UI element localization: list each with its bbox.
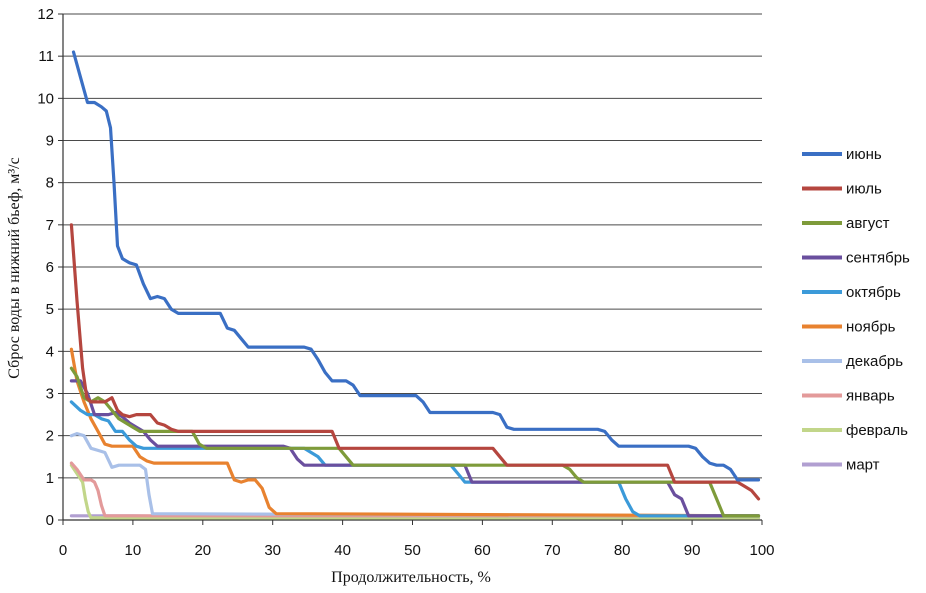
y-tick-label-4: 4 xyxy=(46,343,54,360)
x-tick-label-7: 70 xyxy=(544,542,561,559)
series-line-0 xyxy=(71,50,761,482)
x-tick-label-0: 0 xyxy=(59,542,67,559)
y-tick-label-0: 0 xyxy=(46,512,54,529)
legend-label-6: декабрь xyxy=(846,353,903,370)
series-line-8 xyxy=(69,463,761,520)
legend-label-9: март xyxy=(846,457,880,474)
legend-label-0: июнь xyxy=(846,146,882,163)
legend-label-1: июль xyxy=(846,181,882,198)
x-tick-label-5: 50 xyxy=(404,542,421,559)
gridlines xyxy=(63,13,762,479)
legend-label-5: ноябрь xyxy=(846,319,896,336)
legend: июнь июль август сентябрь октябрь ноябрь декаб… xyxy=(802,146,910,474)
y-tick-label-12: 12 xyxy=(37,6,54,23)
series-line-5 xyxy=(69,347,761,518)
y-tick-label-7: 7 xyxy=(46,217,54,234)
x-tick-labels: 0 10 20 30 40 50 60 70 80 90 100 xyxy=(59,542,775,559)
x-tick-label-8: 80 xyxy=(614,542,631,559)
x-tick-label-9: 90 xyxy=(684,542,701,559)
series-lines xyxy=(69,50,761,520)
x-tick-label-4: 40 xyxy=(334,542,351,559)
y-tick-label-5: 5 xyxy=(46,301,54,318)
x-tick-label-2: 20 xyxy=(194,542,211,559)
x-axis-label: Продолжительность, % xyxy=(331,569,491,586)
y-tick-label-2: 2 xyxy=(46,428,54,445)
y-tick-label-3: 3 xyxy=(46,386,54,403)
x-tick-label-6: 60 xyxy=(474,542,491,559)
x-tick-label-1: 10 xyxy=(125,542,142,559)
series-line-1 xyxy=(69,223,761,501)
y-tick-label-11: 11 xyxy=(38,48,54,65)
axes xyxy=(58,13,763,525)
legend-label-2: август xyxy=(846,215,890,232)
series-line-6 xyxy=(69,432,761,518)
y-tick-label-10: 10 xyxy=(37,90,54,107)
y-axis-label: Сброс воды в нижний бьеф, м³/с xyxy=(6,157,23,378)
series-line-4 xyxy=(69,400,761,518)
x-tick-label-10: 100 xyxy=(749,542,774,559)
series-line-2 xyxy=(69,366,761,518)
x-tick-label-3: 30 xyxy=(264,542,281,559)
legend-label-7: январь xyxy=(846,388,895,405)
series-line-7 xyxy=(69,461,761,518)
y-tick-label-9: 9 xyxy=(46,133,54,150)
legend-label-8: февраль xyxy=(846,422,908,439)
legend-label-3: сентябрь xyxy=(846,250,910,267)
y-tick-label-8: 8 xyxy=(46,175,54,192)
y-tick-label-6: 6 xyxy=(46,259,54,276)
y-tick-label-1: 1 xyxy=(46,470,54,487)
legend-label-4: октябрь xyxy=(846,284,901,301)
